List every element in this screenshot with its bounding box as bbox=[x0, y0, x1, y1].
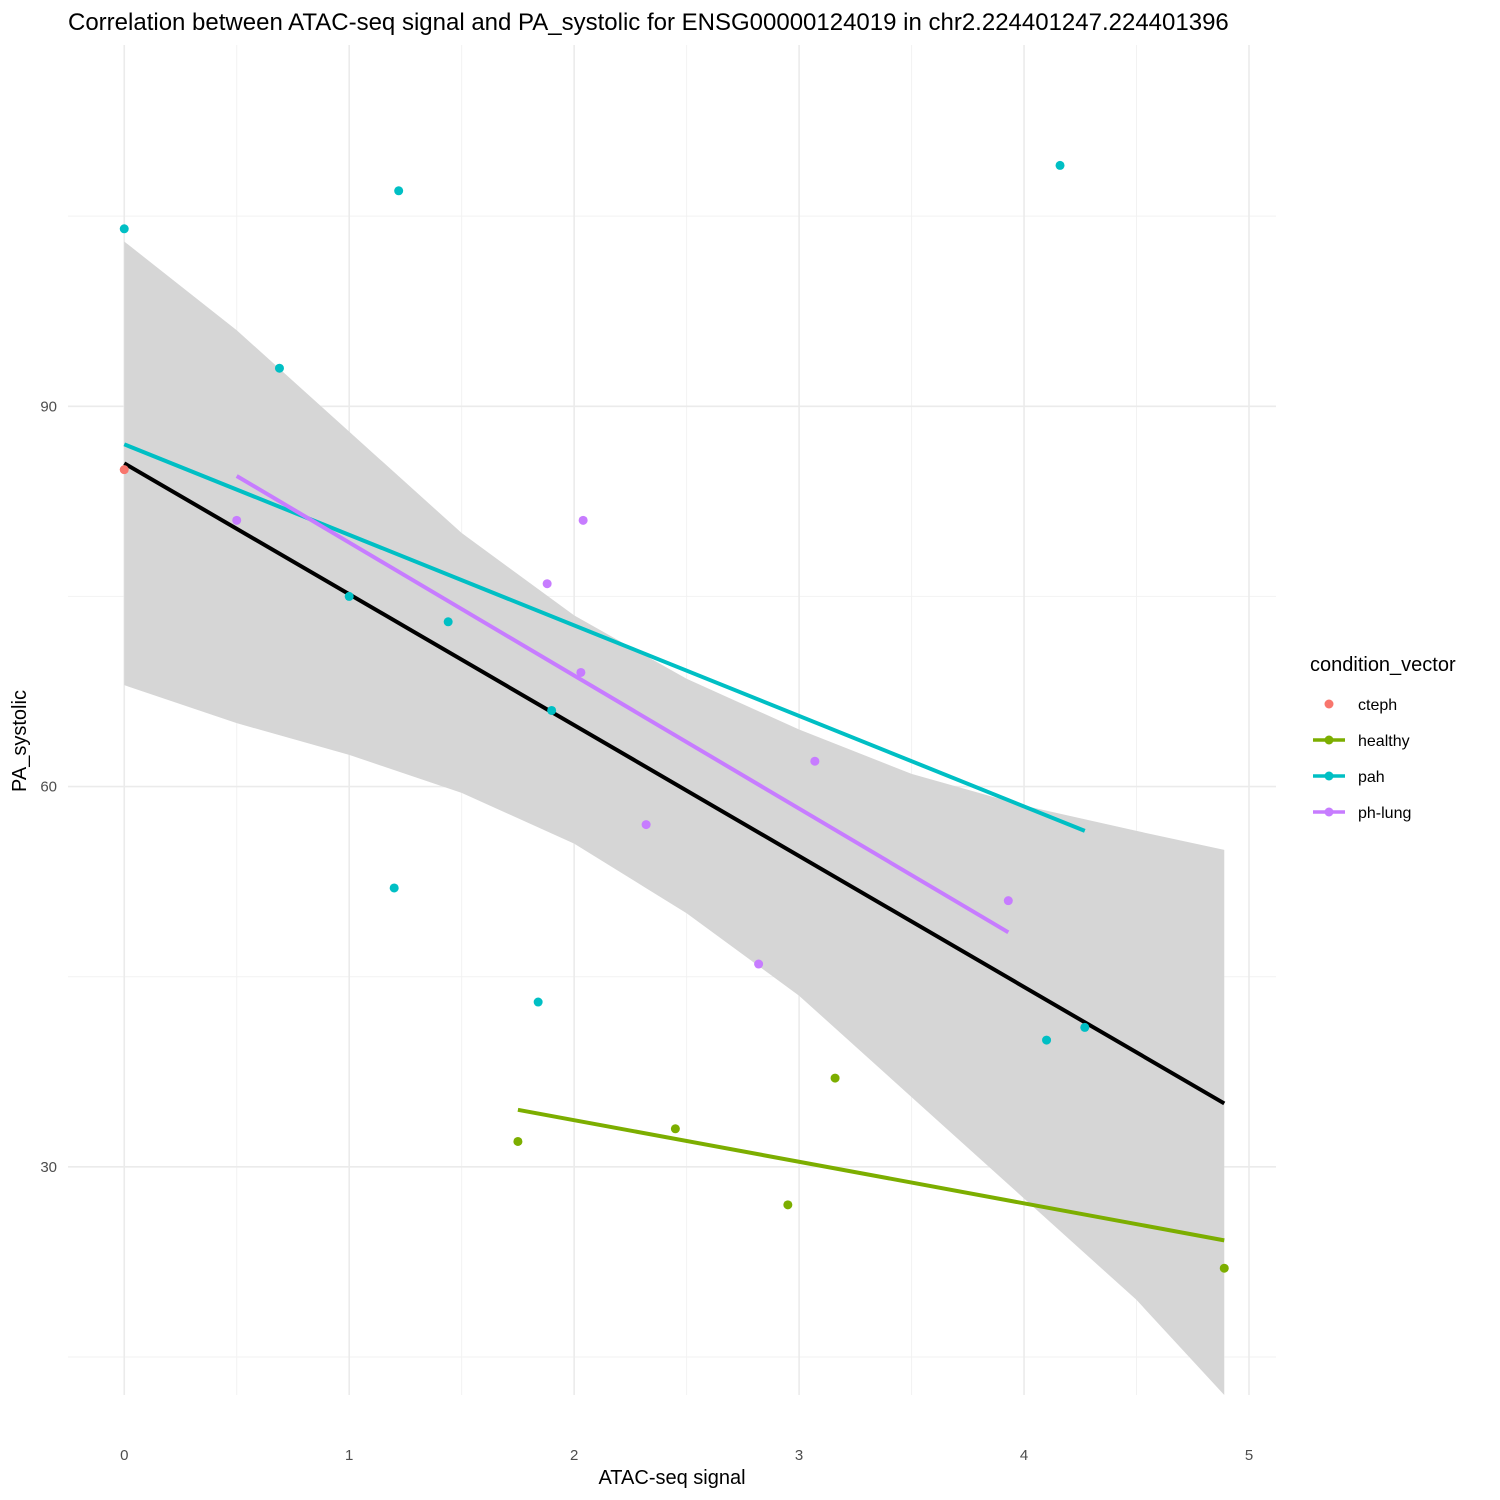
point-pah bbox=[119, 224, 129, 234]
point-ph-lung bbox=[542, 579, 552, 589]
point-ph-lung bbox=[810, 756, 820, 766]
x-tick-label: 0 bbox=[120, 1447, 128, 1464]
y-tick-label: 90 bbox=[40, 398, 57, 415]
x-tick-label: 3 bbox=[795, 1447, 803, 1464]
point-ph-lung bbox=[232, 515, 242, 525]
x-axis-title: ATAC-seq signal bbox=[598, 1467, 745, 1489]
point-pah bbox=[394, 186, 404, 196]
point-healthy bbox=[670, 1124, 680, 1134]
point-ph-lung bbox=[1003, 896, 1013, 906]
point-healthy bbox=[830, 1073, 840, 1083]
fit-lines bbox=[123, 442, 1226, 1243]
point-pah bbox=[274, 363, 284, 373]
grid-minor bbox=[68, 45, 1276, 1395]
x-tick-label: 1 bbox=[345, 1447, 353, 1464]
point-pah bbox=[344, 591, 354, 601]
point-pah bbox=[1042, 1035, 1052, 1045]
fit-line-pah bbox=[123, 442, 1086, 833]
y-axis-ticks: 30 60 90 bbox=[40, 398, 57, 1176]
legend-item-ph-lung: ph-lung bbox=[1313, 805, 1411, 822]
legend-label: ph-lung bbox=[1358, 805, 1411, 822]
point-healthy bbox=[1219, 1263, 1229, 1273]
legend-title: condition_vector bbox=[1310, 654, 1456, 676]
y-axis-title: PA_systolic bbox=[9, 690, 31, 792]
fit-line-ph-lung bbox=[235, 474, 1010, 935]
point-pah bbox=[547, 705, 557, 715]
x-tick-label: 2 bbox=[570, 1447, 578, 1464]
y-tick-label: 60 bbox=[40, 779, 57, 796]
point-pah bbox=[443, 617, 453, 627]
data-points bbox=[119, 160, 1229, 1273]
point-ph-lung bbox=[754, 959, 764, 969]
legend-item-healthy: healthy bbox=[1313, 733, 1410, 750]
confidence-band-area bbox=[124, 241, 1225, 1395]
point-pah bbox=[389, 883, 399, 893]
point-ph-lung bbox=[641, 820, 651, 830]
point-pah bbox=[533, 997, 543, 1007]
legend-label: pah bbox=[1358, 769, 1385, 786]
confidence-band bbox=[124, 241, 1225, 1395]
fit-line-healthy bbox=[517, 1107, 1225, 1243]
point-pah bbox=[1080, 1022, 1090, 1032]
legend-items: cteph healthy pah ph-lung bbox=[1313, 697, 1411, 822]
point-ph-lung bbox=[576, 667, 586, 677]
x-tick-label: 5 bbox=[1245, 1447, 1253, 1464]
legend-label: healthy bbox=[1358, 733, 1410, 750]
legend-key-point bbox=[1324, 735, 1334, 745]
legend-item-cteph: cteph bbox=[1324, 697, 1397, 714]
point-healthy bbox=[783, 1200, 793, 1210]
x-axis-ticks: 0 1 2 3 4 5 bbox=[120, 1447, 1253, 1464]
legend: condition_vector cteph healthy pah ph-lung bbox=[1310, 654, 1456, 822]
point-healthy bbox=[513, 1136, 523, 1146]
legend-key-point bbox=[1324, 807, 1334, 817]
legend-label: cteph bbox=[1358, 697, 1397, 714]
legend-key-point bbox=[1324, 771, 1334, 781]
chart-title: Correlation between ATAC-seq signal and … bbox=[68, 9, 1229, 36]
legend-key-point bbox=[1324, 699, 1334, 709]
point-cteph bbox=[119, 465, 129, 475]
point-ph-lung bbox=[578, 515, 588, 525]
point-pah bbox=[1055, 160, 1065, 170]
y-tick-label: 30 bbox=[40, 1159, 57, 1176]
fit-line-overall bbox=[123, 461, 1226, 1106]
legend-item-pah: pah bbox=[1313, 769, 1385, 786]
x-tick-label: 4 bbox=[1020, 1447, 1028, 1464]
